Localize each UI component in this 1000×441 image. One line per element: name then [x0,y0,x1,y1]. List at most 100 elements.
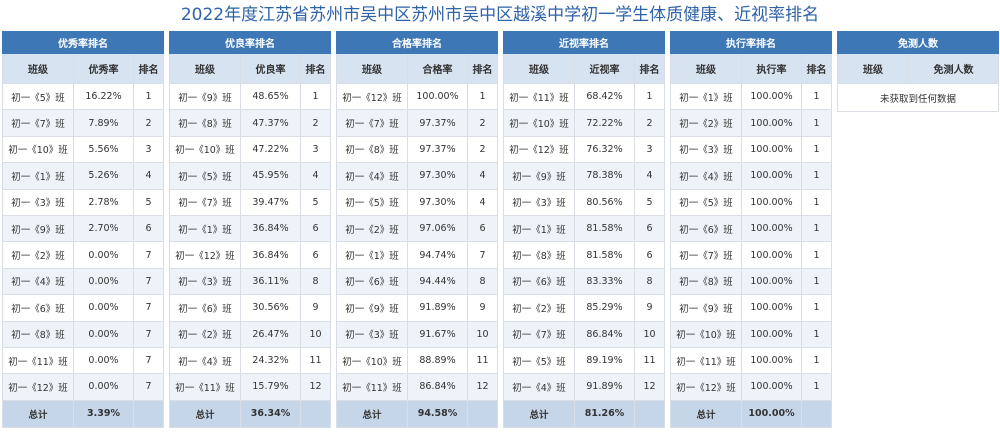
column-header: 班级 [169,53,241,84]
column-header: 班级 [336,53,408,84]
table-cell: 初一《6》班 [670,214,742,243]
table-cell: 1 [801,214,832,243]
table-cell: 1 [801,373,832,401]
table-cell: 3 [133,135,164,164]
table-cell: 97.30% [407,188,468,216]
table-row: 初一《4》班 0.00% 7 [2,267,164,296]
table-row: 初一《11》班 68.42% 1 [503,82,665,111]
table-row: 初一《2》班 97.06% 6 [336,214,498,243]
table-cell: 26.47% [240,320,301,348]
table-cell: 初一《8》班 [169,109,241,137]
panel-title: 执行率排名 [670,31,832,54]
table-cell: 初一《11》班 [169,373,241,401]
table-row: 初一《12》班 36.84% 6 [169,241,331,269]
table-cell: 初一《4》班 [670,162,742,190]
total-cell: 81.26% [574,399,635,428]
column-header: 执行率 [741,53,802,84]
table-cell: 89.19% [574,346,635,375]
table-cell: 1 [801,267,832,296]
table-cell: 7.89% [73,109,134,137]
table-cell: 9 [300,294,331,322]
table-row: 初一《8》班 0.00% 7 [2,320,164,348]
table-cell: 100.00% [741,135,802,164]
table-row: 初一《7》班 86.84% 10 [503,320,665,348]
table-row: 初一《9》班 100.00% 1 [670,294,832,322]
table-row: 初一《12》班 0.00% 7 [2,373,164,401]
table-cell: 36.84% [240,241,301,269]
table-cell: 7 [133,346,164,375]
table-cell: 初一《3》班 [503,188,575,216]
table-row: 初一《12》班 76.32% 3 [503,135,665,164]
table-row: 初一《11》班 100.00% 1 [670,346,832,375]
table-row: 初一《8》班 81.58% 6 [503,241,665,269]
table-cell: 初一《11》班 [503,82,575,111]
table-row: 初一《9》班 91.89% 9 [336,294,498,322]
table-cell: 7 [133,241,164,269]
table-cell: 97.06% [407,214,468,243]
table-cell: 初一《12》班 [336,82,408,111]
table-row: 初一《5》班 97.30% 4 [336,188,498,216]
table-cell: 12 [467,373,498,401]
table-row: 初一《3》班 100.00% 1 [670,135,832,164]
table-cell: 初一《5》班 [2,82,74,111]
table-cell: 1 [801,241,832,269]
table-row: 初一《7》班 39.47% 5 [169,188,331,216]
table-row: 初一《6》班 100.00% 1 [670,214,832,243]
table-cell: 初一《2》班 [503,294,575,322]
panel-title: 合格率排名 [336,31,498,54]
table-cell: 7 [133,320,164,348]
table-row: 初一《4》班 97.30% 4 [336,162,498,190]
table-cell: 45.95% [240,162,301,190]
table-cell: 初一《7》班 [336,109,408,137]
ranking-tables: 优秀率排名 班级 优秀率 排名 初一《5》班 16.22% 1 初一《7》班 7.89% 2 初一《… [0,30,1000,441]
table-cell: 初一《9》班 [2,214,74,243]
ranking-table: 优秀率排名 班级 优秀率 排名 初一《5》班 16.22% 1 初一《7》班 7.89% 2 初一《… [2,31,164,428]
table-cell: 初一《2》班 [336,214,408,243]
panel-title: 近视率排名 [503,31,665,54]
table-cell: 3 [634,135,665,164]
table-row: 初一《4》班 24.32% 11 [169,346,331,375]
table-row: 初一《8》班 47.37% 2 [169,109,331,137]
column-header: 优秀率 [73,53,134,84]
total-cell [300,399,331,428]
table-row: 初一《2》班 0.00% 7 [2,241,164,269]
table-cell: 97.37% [407,135,468,164]
table-cell: 16.22% [73,82,134,111]
table-cell: 初一《9》班 [169,82,241,111]
panel-title: 优秀率排名 [2,31,164,54]
table-cell: 初一《10》班 [2,135,74,164]
table-cell: 80.56% [574,188,635,216]
table-cell: 6 [634,241,665,269]
table-cell: 初一《11》班 [670,346,742,375]
total-row: 总计 3.39% [2,399,164,428]
table-cell: 2 [467,109,498,137]
table-cell: 初一《3》班 [670,135,742,164]
table-cell: 10 [300,320,331,348]
table-row: 初一《6》班 94.44% 8 [336,267,498,296]
table-row: 初一《11》班 0.00% 7 [2,346,164,375]
empty-message: 未获取到任何数据 [837,83,999,112]
total-cell: 总计 [169,399,241,428]
table-cell: 83.33% [574,267,635,296]
table-cell: 初一《12》班 [2,373,74,401]
table-cell: 初一《4》班 [503,373,575,401]
table-cell: 100.00% [741,373,802,401]
total-cell: 总计 [2,399,74,428]
table-cell: 9 [634,294,665,322]
column-header: 排名 [300,53,331,84]
table-cell: 初一《7》班 [503,320,575,348]
table-cell: 初一《8》班 [336,135,408,164]
column-header: 排名 [801,53,832,84]
table-cell: 0.00% [73,346,134,375]
table-cell: 4 [300,162,331,190]
table-cell: 初一《5》班 [336,188,408,216]
table-cell: 2 [634,109,665,137]
table-row: 初一《4》班 91.89% 12 [503,373,665,401]
table-cell: 6 [300,241,331,269]
table-row: 初一《1》班 94.74% 7 [336,241,498,269]
page-title: 2022年度江苏省苏州市吴中区苏州市吴中区越溪中学初一学生体质健康、近视率排名 [180,5,820,25]
table-cell: 3 [300,135,331,164]
column-header: 班级 [503,53,575,84]
table-cell: 初一《4》班 [2,267,74,296]
table-row: 初一《11》班 86.84% 12 [336,373,498,401]
